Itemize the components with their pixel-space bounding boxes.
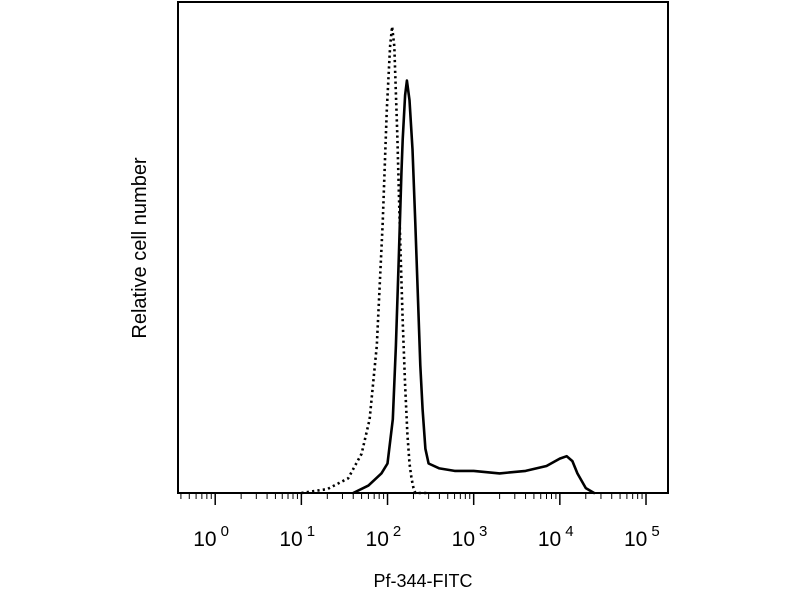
x-tick-label: 10 4 <box>538 523 574 551</box>
x-axis-tick-labels: 10 0 10 1 10 2 10 3 10 4 10 5 <box>193 523 660 551</box>
x-axis-label: Pf-344-FITC <box>373 571 472 591</box>
solid-series-line <box>351 79 596 495</box>
x-tick-label: 10 5 <box>624 523 660 551</box>
series-layer <box>301 25 596 495</box>
y-axis-label: Relative cell number <box>129 157 151 339</box>
x-tick-label: 10 1 <box>279 523 315 551</box>
x-tick-label: 10 2 <box>366 523 402 551</box>
x-tick-label: 10 3 <box>452 523 488 551</box>
x-tick-label: 10 0 <box>193 523 229 551</box>
x-axis-minor-ticks <box>180 493 643 499</box>
x-axis-major-ticks <box>214 493 647 505</box>
